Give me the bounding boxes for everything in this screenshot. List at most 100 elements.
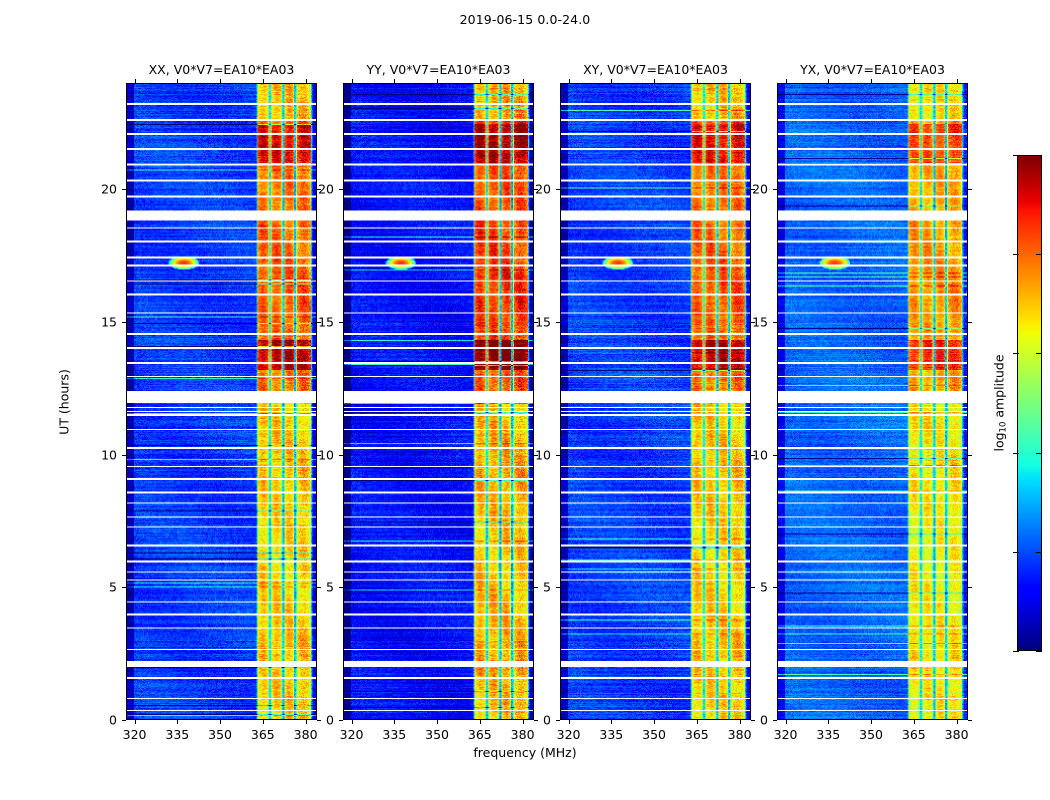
x-tick-mark-top — [522, 79, 524, 83]
x-tick-label: 380 — [944, 727, 969, 742]
x-tick-label: 335 — [165, 727, 190, 742]
colorbar[interactable] — [1017, 155, 1042, 651]
x-tick-mark — [262, 720, 264, 724]
x-tick-mark-top — [956, 79, 958, 83]
y-tick-label: 10 — [101, 447, 117, 463]
x-tick-mark — [654, 720, 656, 724]
x-tick-mark-top — [479, 79, 481, 83]
y-tick-label: 0 — [543, 712, 551, 728]
y-tick-mark — [773, 454, 777, 456]
x-tick-mark-top — [654, 79, 656, 83]
panel-title-yy: YY, V0*V7=EA10*EA03 — [366, 62, 511, 77]
colorbar-tick-mark — [1013, 254, 1019, 256]
colorbar-label: log10 amplitude — [991, 354, 1008, 451]
y-tick-label: 5 — [760, 579, 768, 595]
y-tick-label: 0 — [109, 712, 117, 728]
colorbar-label-main: log — [991, 432, 1007, 452]
y-tick-mark-right — [317, 720, 321, 721]
x-tick-label: 350 — [208, 727, 232, 742]
y-tick-mark — [773, 321, 777, 323]
y-tick-mark — [556, 321, 560, 323]
x-tick-label: 320 — [339, 727, 364, 742]
x-tick-mark — [479, 720, 481, 724]
x-axis-label: frequency (MHz) — [473, 745, 577, 760]
x-tick-mark-top — [785, 79, 787, 83]
y-tick-mark — [773, 720, 777, 721]
colorbar-tick-inner — [1036, 155, 1042, 156]
y-tick-mark — [122, 587, 126, 589]
y-tick-mark — [556, 720, 560, 721]
panel-xy[interactable]: XY, V0*V7=EA10*EA03 320 335 350 365 380 0 5 10 1… — [535, 62, 755, 742]
colorbar-tick-inner — [1036, 452, 1042, 454]
x-tick-label: 335 — [382, 727, 407, 742]
x-tick-label: 365 — [684, 727, 709, 742]
y-tick-label: 20 — [101, 181, 117, 197]
x-tick-mark — [739, 720, 741, 724]
x-tick-label: 365 — [250, 727, 275, 742]
x-tick-mark-top — [394, 79, 396, 83]
colorbar-tick-mark — [1013, 353, 1019, 355]
x-tick-mark — [913, 720, 915, 724]
y-tick-mark-right — [534, 454, 538, 456]
y-tick-mark-right — [534, 321, 538, 323]
y-tick-mark-right — [534, 587, 538, 589]
y-tick-mark-right — [317, 189, 321, 191]
colorbar-label-sub: 10 — [998, 421, 1009, 433]
y-tick-mark-right — [968, 587, 972, 589]
x-tick-mark — [220, 720, 222, 724]
y-tick-label: 15 — [318, 314, 334, 330]
y-tick-label: 15 — [101, 314, 117, 330]
x-tick-label: 320 — [773, 727, 798, 742]
panel-yy[interactable]: YY, V0*V7=EA10*EA03 320 335 350 365 380 0 5 10 1… — [318, 62, 538, 742]
x-tick-mark-top — [696, 79, 698, 83]
y-tick-mark-right — [317, 454, 321, 456]
y-tick-mark-right — [317, 587, 321, 589]
panel-xx[interactable]: XX, V0*V7=EA10*EA03 320 335 350 365 380 0 5 10 1… — [101, 62, 321, 742]
x-tick-mark — [696, 720, 698, 724]
x-tick-mark — [611, 720, 613, 724]
y-tick-label: 10 — [752, 447, 768, 463]
heatmap-axes-yy[interactable] — [343, 83, 534, 720]
y-tick-label: 5 — [326, 579, 334, 595]
y-tick-mark — [339, 587, 343, 589]
x-tick-mark-top — [220, 79, 222, 83]
x-tick-mark — [134, 720, 136, 724]
colorbar-tick-inner — [1036, 353, 1042, 355]
colorbar-tick-mark — [1013, 452, 1019, 454]
x-tick-mark-top — [611, 79, 613, 83]
y-tick-label: 5 — [543, 579, 551, 595]
x-tick-mark-top — [828, 79, 830, 83]
y-tick-mark-right — [534, 189, 538, 191]
x-tick-mark — [871, 720, 873, 724]
y-tick-mark — [339, 454, 343, 456]
y-tick-mark — [556, 454, 560, 456]
heatmap-axes-xy[interactable] — [560, 83, 751, 720]
x-tick-mark — [956, 720, 958, 724]
y-tick-label: 20 — [535, 181, 551, 197]
heatmap-axes-yx[interactable] — [777, 83, 968, 720]
y-tick-mark — [556, 587, 560, 589]
x-tick-mark-top — [437, 79, 439, 83]
x-tick-mark-top — [305, 79, 307, 83]
x-tick-mark-top — [351, 79, 353, 83]
x-tick-mark-top — [134, 79, 136, 83]
y-tick-mark — [556, 189, 560, 191]
panel-yx[interactable]: YX, V0*V7=EA10*EA03 320 335 350 365 380 0 5 10 1… — [752, 62, 972, 742]
y-tick-mark-right — [751, 189, 755, 191]
colorbar-tick-inner — [1036, 651, 1042, 652]
heatmap-axes-xx[interactable] — [126, 83, 317, 720]
x-tick-label: 320 — [122, 727, 147, 742]
x-tick-mark — [394, 720, 396, 724]
y-tick-label: 15 — [752, 314, 768, 330]
x-tick-label: 350 — [859, 727, 883, 742]
x-tick-mark — [522, 720, 524, 724]
y-tick-mark — [122, 189, 126, 191]
y-tick-mark-right — [751, 587, 755, 589]
colorbar-tick-inner — [1036, 254, 1042, 256]
colorbar-tick-inner — [1036, 551, 1042, 553]
y-tick-mark-right — [317, 321, 321, 323]
y-tick-mark-right — [751, 321, 755, 323]
y-tick-mark-right — [534, 720, 538, 721]
x-tick-label: 380 — [510, 727, 535, 742]
x-tick-label: 365 — [467, 727, 492, 742]
